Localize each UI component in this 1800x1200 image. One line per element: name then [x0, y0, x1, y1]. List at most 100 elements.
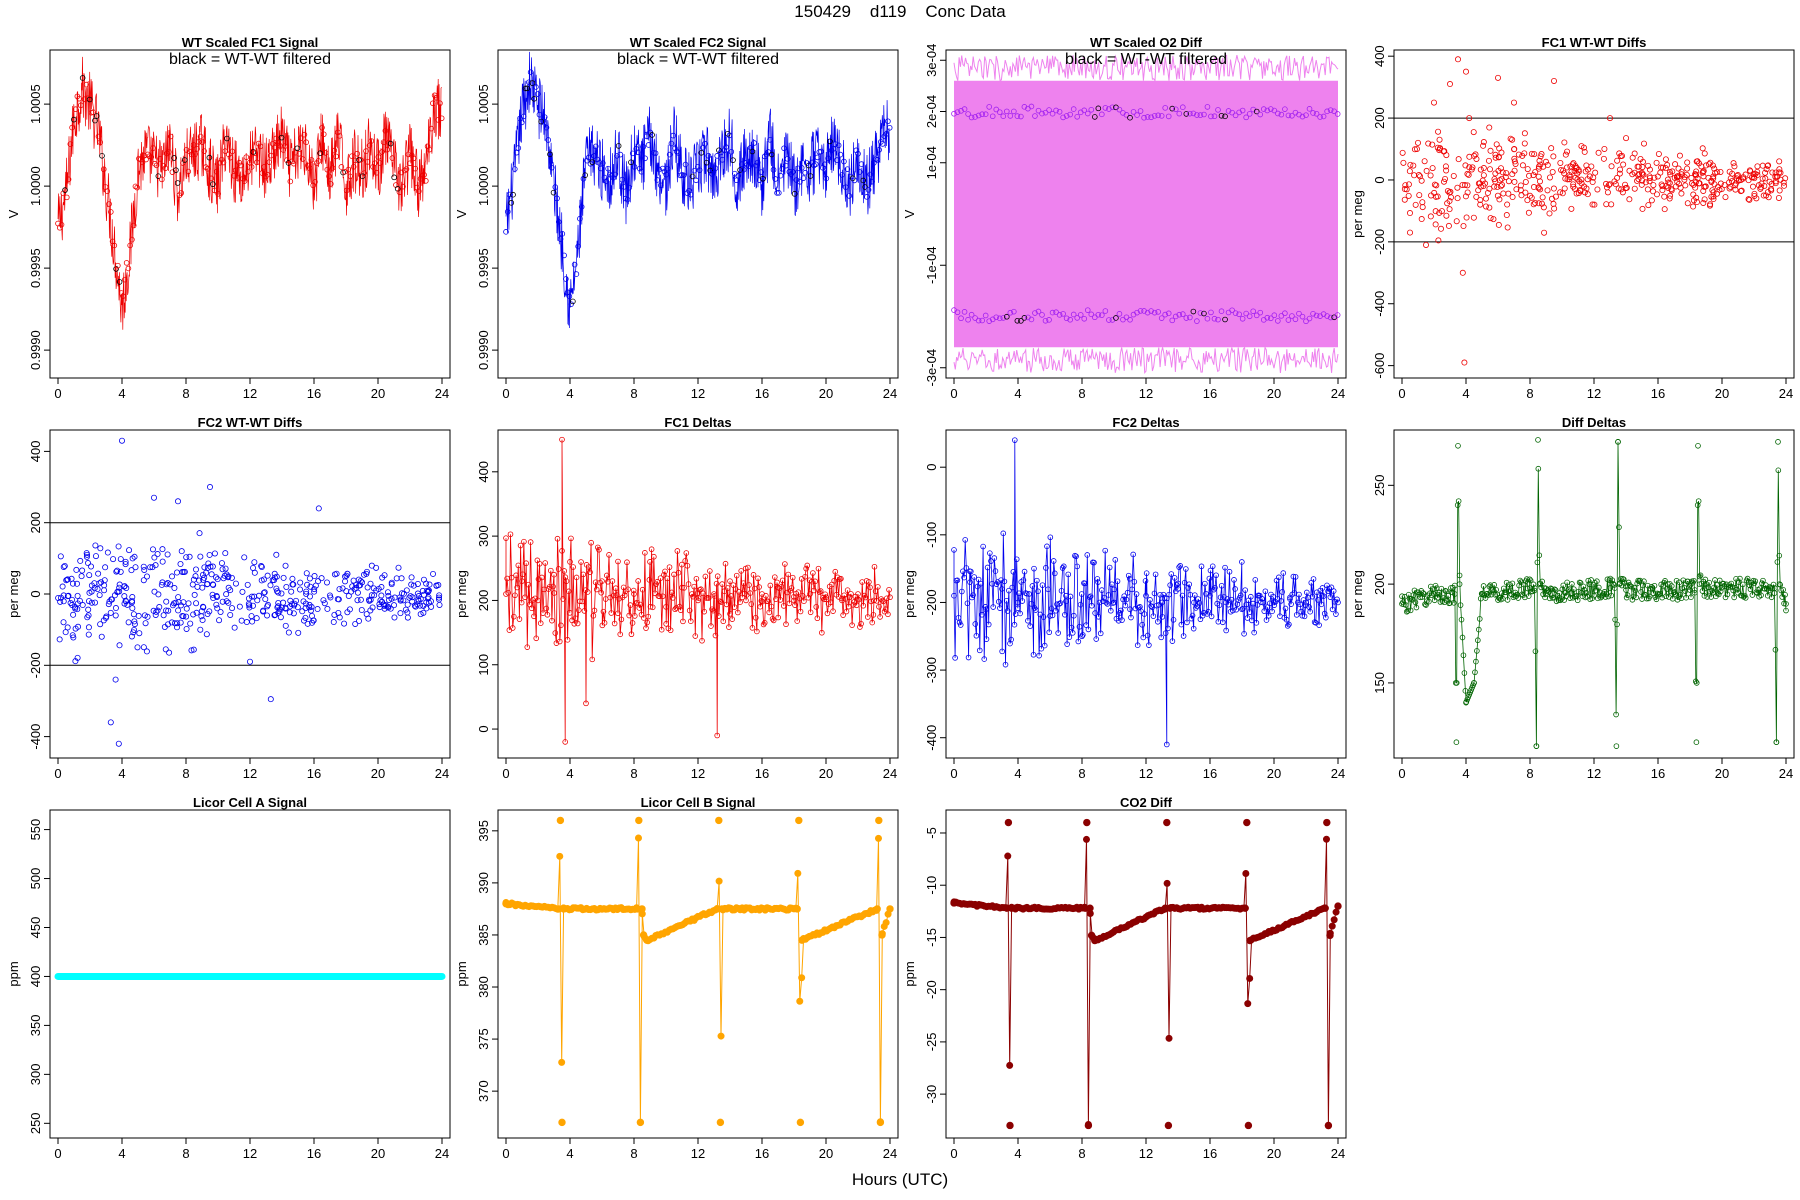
data-point [1053, 309, 1059, 316]
data-point [197, 133, 204, 140]
data-point [407, 160, 413, 167]
data-point [591, 607, 598, 614]
data-point [203, 164, 209, 170]
data-point [828, 147, 835, 154]
data-point [1316, 622, 1322, 628]
data-point [1533, 743, 1540, 749]
data-point [1042, 317, 1049, 324]
data-point [1431, 99, 1438, 106]
data-point [1763, 166, 1770, 173]
data-point [978, 580, 984, 587]
data-point [696, 587, 703, 593]
data-point [1050, 558, 1057, 564]
data-point [754, 628, 760, 635]
data-point [1480, 583, 1487, 589]
data-point [1626, 196, 1633, 203]
data-point [1482, 203, 1489, 210]
data-point [636, 605, 643, 611]
data-point [1776, 581, 1783, 587]
data-point [1229, 109, 1235, 116]
data-point [1021, 315, 1028, 321]
data-point [196, 530, 203, 537]
data-point [1159, 614, 1166, 620]
data-point [690, 593, 696, 600]
data-point [1772, 585, 1778, 591]
data-point [97, 621, 104, 628]
data-point [1028, 103, 1035, 110]
data-point [1101, 594, 1107, 601]
data-point [224, 135, 230, 142]
y-axis-label: per meg [454, 570, 469, 618]
data-point [1551, 586, 1558, 593]
data-point [223, 571, 230, 578]
data-point [885, 118, 891, 125]
data-point [188, 647, 195, 654]
data-point [1138, 608, 1144, 615]
data-point [875, 584, 881, 590]
data-point [408, 581, 415, 588]
data-point [69, 580, 76, 587]
x-tick-label: 24 [1779, 386, 1793, 401]
data-point [1232, 586, 1238, 592]
data-point [187, 148, 193, 155]
data-point [801, 598, 807, 605]
data-point [536, 111, 543, 118]
data-point [1470, 129, 1477, 136]
data-point [509, 625, 516, 631]
data-point [1019, 598, 1026, 604]
data-point [843, 608, 850, 615]
data-point [659, 165, 666, 172]
data-point [723, 144, 729, 150]
data-point [123, 585, 130, 592]
data-point [1323, 818, 1331, 827]
data-point [1411, 146, 1418, 153]
y-tick-label: 250 [1372, 474, 1387, 496]
data-point [409, 598, 416, 605]
data-point [740, 166, 747, 173]
y-tick-label: 3e-04 [924, 44, 939, 77]
data-point [621, 184, 627, 190]
data-point [303, 139, 309, 146]
data-point [1242, 869, 1250, 877]
data-point [542, 560, 548, 566]
data-point [1782, 591, 1788, 598]
data-point [860, 602, 867, 609]
data-point [1333, 611, 1339, 617]
data-point [1614, 621, 1620, 628]
data-point [1399, 149, 1406, 156]
data-point [435, 582, 442, 589]
data-point [130, 222, 137, 229]
data-point [1632, 587, 1639, 594]
data-point [144, 613, 151, 620]
data-point [1629, 154, 1636, 161]
data-point [135, 612, 142, 619]
data-point [1148, 308, 1154, 314]
data-point [1657, 169, 1664, 176]
data-point [95, 133, 102, 140]
x-tick-label: 20 [371, 1146, 385, 1161]
data-point [513, 572, 519, 579]
data-point [375, 154, 382, 160]
data-point [1600, 155, 1607, 162]
data-point [848, 591, 854, 597]
data-point [1158, 315, 1165, 321]
data-point [1268, 315, 1274, 322]
data-point [535, 576, 542, 582]
data-point [876, 147, 882, 153]
data-point [624, 196, 631, 203]
data-point [1580, 583, 1587, 590]
data-point [377, 160, 383, 166]
data-point [703, 159, 710, 166]
data-point [238, 162, 244, 169]
data-point [1127, 316, 1133, 323]
plot-title-p4: FC1 WT-WT Diffs [1542, 35, 1647, 50]
data-point [825, 155, 831, 162]
data-point [802, 169, 808, 176]
data-point [1222, 113, 1228, 120]
data-point [515, 145, 522, 151]
x-tick-label: 4 [1014, 766, 1021, 781]
data-point [113, 266, 119, 272]
data-point [1457, 602, 1464, 608]
data-point [1035, 107, 1042, 114]
data-point [1307, 608, 1313, 615]
